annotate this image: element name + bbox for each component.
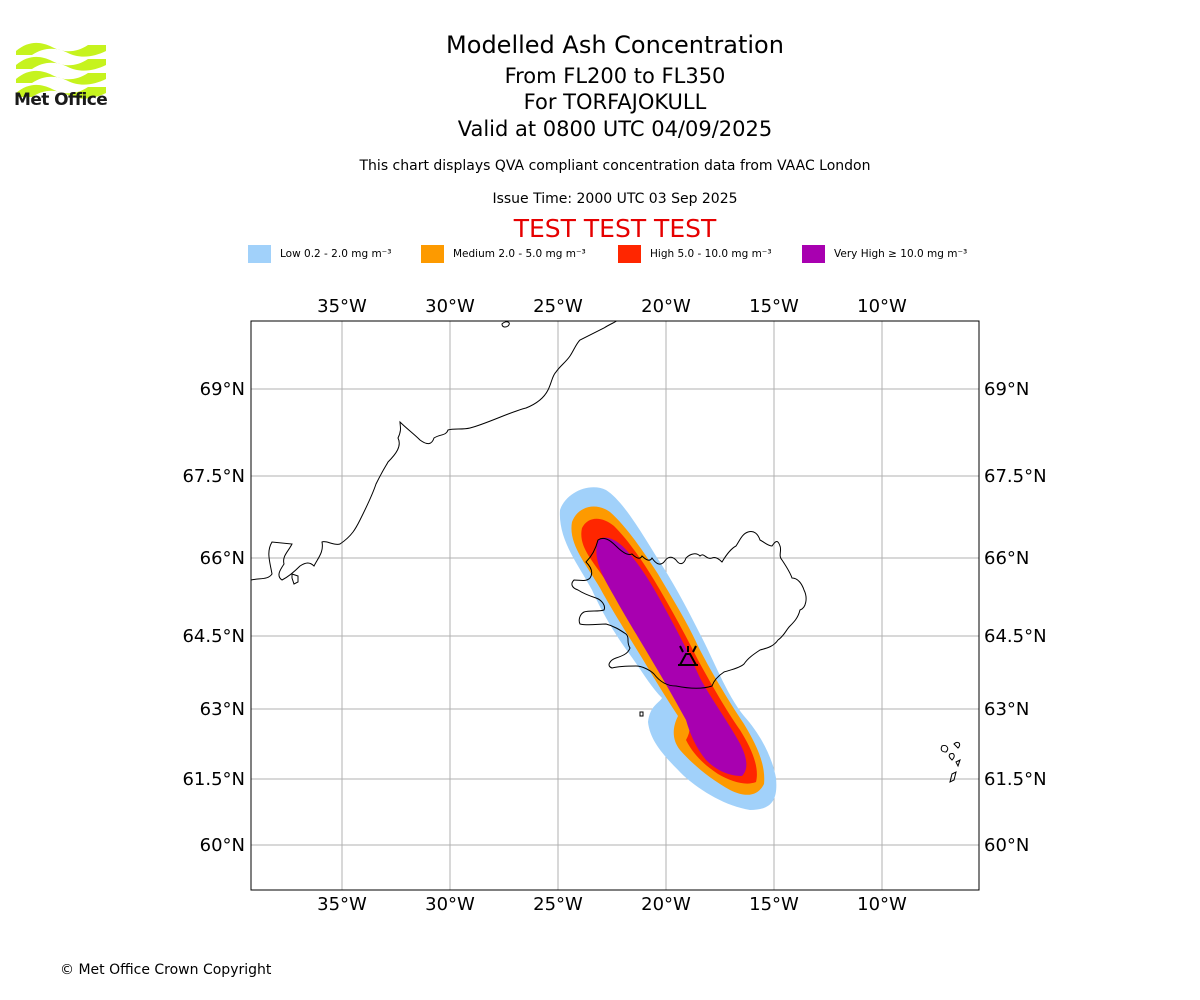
legend-swatch-medium (421, 245, 444, 263)
legend-swatch-very-high (802, 245, 825, 263)
faroe-islands (940, 741, 961, 783)
coastlines (251, 321, 961, 783)
test-banner: TEST TEST TEST (513, 214, 717, 243)
legend-label-low: Low 0.2 - 2.0 mg m⁻³ (280, 248, 392, 260)
lon-label-top: 10°W (857, 296, 907, 317)
volcano-name: For TORFAJOKULL (523, 90, 707, 114)
met-office-waves-icon (16, 42, 106, 99)
iceland-islet (639, 711, 644, 717)
legend-label-medium: Medium 2.0 - 5.0 mg m⁻³ (453, 248, 586, 260)
issue-time: Issue Time: 2000 UTC 03 Sep 2025 (492, 191, 738, 207)
lat-label-left: 61.5°N (182, 769, 245, 790)
flight-level-range: From FL200 to FL350 (504, 64, 726, 88)
greenland-coastline (251, 321, 618, 581)
lat-label-right: 67.5°N (984, 466, 1047, 487)
lon-label-bottom: 15°W (749, 894, 799, 915)
lon-label-bottom: 35°W (317, 894, 367, 915)
lon-label-top: 35°W (317, 296, 367, 317)
met-office-logo-text: Met Office (14, 90, 108, 110)
lon-label-top: 30°W (425, 296, 475, 317)
legend-swatch-high (618, 245, 641, 263)
lon-label-top: 15°W (749, 296, 799, 317)
map-grid (251, 321, 979, 890)
legend-label-high: High 5.0 - 10.0 mg m⁻³ (650, 248, 772, 260)
lat-label-left: 67.5°N (182, 466, 245, 487)
legend-label-very-high: Very High ≥ 10.0 mg m⁻³ (834, 248, 968, 260)
greenland-coast-island (501, 321, 510, 328)
lat-label-right: 66°N (984, 548, 1029, 569)
copyright-notice: © Met Office Crown Copyright (60, 962, 272, 978)
volcano-icon (678, 645, 698, 666)
legend-item-very-high: Very High ≥ 10.0 mg m⁻³ (802, 244, 967, 264)
lon-label-bottom: 30°W (425, 894, 475, 915)
legend-item-medium: Medium 2.0 - 5.0 mg m⁻³ (421, 244, 586, 264)
lat-label-right: 61.5°N (984, 769, 1047, 790)
greenland-island-small (291, 573, 299, 585)
ash-very-high-contour (596, 537, 747, 776)
chart-title: Modelled Ash Concentration (446, 31, 784, 59)
lat-label-right: 64.5°N (984, 626, 1047, 647)
lat-label-left: 66°N (200, 548, 245, 569)
valid-time: Valid at 0800 UTC 04/09/2025 (457, 117, 773, 141)
lon-label-bottom: 20°W (641, 894, 691, 915)
lat-label-right: 63°N (984, 699, 1029, 720)
lon-label-bottom: 10°W (857, 894, 907, 915)
lat-label-left: 69°N (200, 379, 245, 400)
lat-label-left: 60°N (200, 835, 245, 856)
legend-item-high: High 5.0 - 10.0 mg m⁻³ (618, 244, 772, 264)
iceland-coastline (571, 531, 807, 689)
lat-label-right: 60°N (984, 835, 1029, 856)
lon-label-bottom: 25°W (533, 894, 583, 915)
map-frame (250, 320, 980, 891)
lat-label-left: 64.5°N (182, 626, 245, 647)
lat-label-right: 69°N (984, 379, 1029, 400)
lon-label-top: 25°W (533, 296, 583, 317)
met-office-logo (16, 42, 106, 99)
legend-item-low: Low 0.2 - 2.0 mg m⁻³ (248, 244, 391, 264)
lon-label-top: 20°W (641, 296, 691, 317)
lat-label-left: 63°N (200, 699, 245, 720)
chart-description: This chart displays QVA compliant concen… (359, 158, 871, 174)
legend-swatch-low (248, 245, 271, 263)
